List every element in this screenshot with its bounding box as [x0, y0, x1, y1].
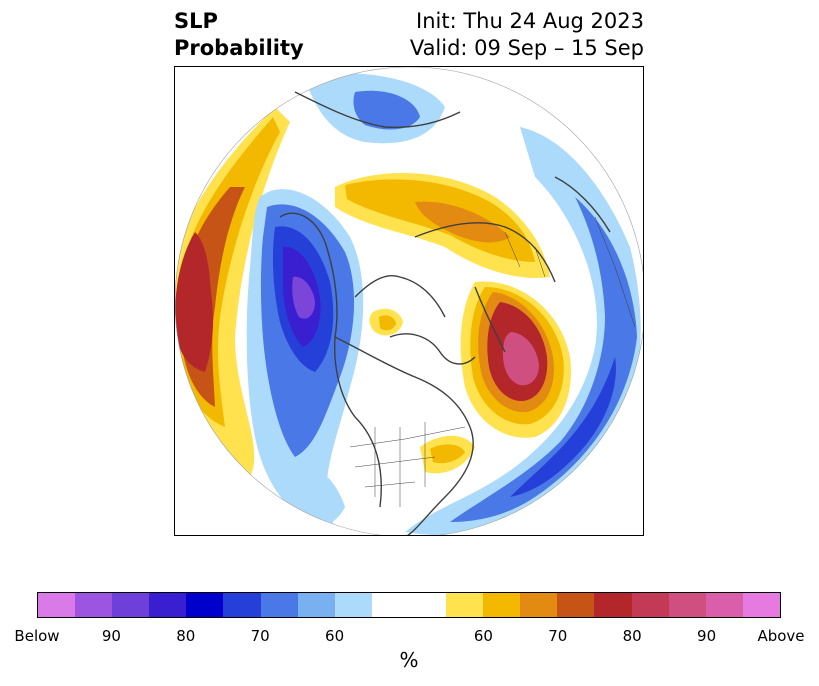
colorbar-unit: % [399, 648, 419, 672]
polar-map [174, 66, 644, 536]
valid-range: Valid: 09 Sep – 15 Sep [409, 36, 644, 60]
colorbar-tick-label: Below [14, 627, 60, 645]
colorbar-swatch [38, 593, 76, 617]
colorbar-swatch [668, 593, 706, 617]
colorbar-swatch [260, 593, 298, 617]
atlantic-above-peak [503, 332, 539, 386]
colorbar-swatch [483, 593, 521, 617]
colorbar-swatch [520, 593, 558, 617]
chart-title-left: SLP Probability [174, 8, 304, 62]
eastus-above-moderate [430, 444, 465, 464]
colorbar-swatch [297, 593, 335, 617]
colorbar-tick-label: 70 [548, 627, 568, 645]
colorbar-swatch [557, 593, 595, 617]
coastlines [279, 91, 611, 535]
colorbar-swatch [186, 593, 224, 617]
colorbar-tick-label: 90 [697, 627, 717, 645]
title-type: Probability [174, 36, 304, 60]
colorbar-swatch [594, 593, 632, 617]
colorbar-tick-label: 90 [101, 627, 121, 645]
colorbar-swatch [446, 593, 484, 617]
colorbar-tick-label: Above [757, 627, 805, 645]
colorbar-tick-label: 80 [622, 627, 642, 645]
colorbar-swatch [334, 593, 372, 617]
colorbar-swatch [408, 593, 447, 617]
colorbar-swatch [705, 593, 743, 617]
colorbar-tick-label: 70 [250, 627, 270, 645]
east-below-strong [510, 357, 616, 497]
colorbar-swatch [742, 593, 780, 617]
probability-field [175, 67, 643, 535]
borders [349, 216, 636, 507]
pacific-below-extreme [292, 276, 315, 319]
colorbar-tick-label: 60 [473, 627, 493, 645]
colorbar-swatch [371, 593, 409, 617]
colorbar-swatch [75, 593, 113, 617]
colorbar-swatch [631, 593, 669, 617]
colorbar-swatch [112, 593, 150, 617]
pacific-above-extreme [175, 232, 213, 372]
colorbar-tick-label: 80 [176, 627, 196, 645]
chart-title-right: Init: Thu 24 Aug 2023 Valid: 09 Sep – 15… [410, 8, 644, 62]
siberia-below-moderate [353, 90, 420, 130]
colorbar-swatch [223, 593, 261, 617]
title-variable: SLP [174, 9, 218, 33]
colorbar-swatch [149, 593, 187, 617]
init-date: Init: Thu 24 Aug 2023 [416, 9, 644, 33]
east-below-moderate [450, 197, 637, 522]
arctic-above-moderate [379, 315, 396, 331]
europe-above-strong [415, 201, 510, 243]
westus-below-weak [292, 466, 345, 527]
colorbar [37, 592, 781, 618]
colorbar-tick-label: 60 [325, 627, 345, 645]
